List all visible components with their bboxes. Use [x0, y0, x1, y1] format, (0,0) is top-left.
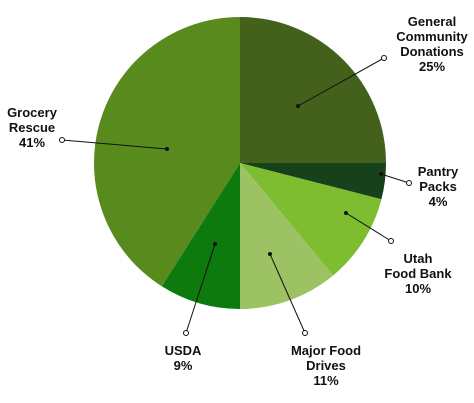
leader-line [185, 243, 216, 334]
slice-name-label: General [408, 14, 456, 29]
leader-dot [183, 330, 189, 336]
pie-slice-utah-food-bank [240, 163, 382, 276]
slice-name-label: Donations [400, 44, 464, 59]
slice-value-label: 4% [429, 194, 448, 209]
slice-name-label: Major Food [291, 343, 361, 358]
leader-tip [165, 147, 169, 151]
slice-value-label: 9% [174, 358, 193, 373]
leader-dot [388, 238, 394, 244]
pie-slice-pantry-packs [240, 163, 386, 200]
slice-name-label: Rescue [9, 120, 55, 135]
slice-label: Utah Food Bank 10% [384, 251, 452, 296]
slice-name-label: Drives [306, 358, 346, 373]
slice-name-label: Utah [404, 251, 433, 266]
leader-tip [379, 172, 383, 176]
pie-slice-major-food-drives [240, 163, 334, 309]
leader-tip [213, 242, 217, 246]
leader-tip [268, 252, 272, 256]
slice-name-label: Community [396, 29, 468, 44]
slice-label: Pantry Packs 4% [418, 164, 459, 209]
slice-label: Grocery Rescue 41% [7, 105, 58, 150]
pie-slice-general-community-donations [240, 17, 386, 163]
slice-value-label: 11% [313, 373, 339, 388]
leader-line [345, 212, 392, 242]
leader-tip [296, 104, 300, 108]
slice-name-label: USDA [165, 343, 202, 358]
slice-label: General Community Donations 25% [396, 14, 468, 74]
leader-tip [344, 211, 348, 215]
leader-line [297, 57, 385, 107]
pie-slice-grocery-rescue [94, 17, 240, 287]
slice-value-label: 25% [419, 59, 445, 74]
leader-line [61, 139, 168, 150]
leader-dot [59, 137, 65, 143]
leader-dot [406, 180, 412, 186]
slice-value-label: 10% [405, 281, 431, 296]
leader-dot [302, 330, 308, 336]
slice-label: USDA 9% [165, 343, 202, 373]
slice-name-label: Packs [419, 179, 457, 194]
slice-labels: General Community Donations 25%Pantry Packs 4… [7, 14, 468, 388]
slice-name-label: Food Bank [384, 266, 452, 281]
leader-line [380, 173, 410, 184]
leader-dot [381, 55, 387, 61]
leader-line [269, 253, 306, 334]
pie-slices [94, 17, 386, 309]
slice-name-label: Grocery [7, 105, 58, 120]
slice-value-label: 41% [19, 135, 45, 150]
slice-label: Major Food Drives 11% [291, 343, 361, 388]
pie-slice-usda [161, 163, 240, 309]
slice-name-label: Pantry [418, 164, 459, 179]
